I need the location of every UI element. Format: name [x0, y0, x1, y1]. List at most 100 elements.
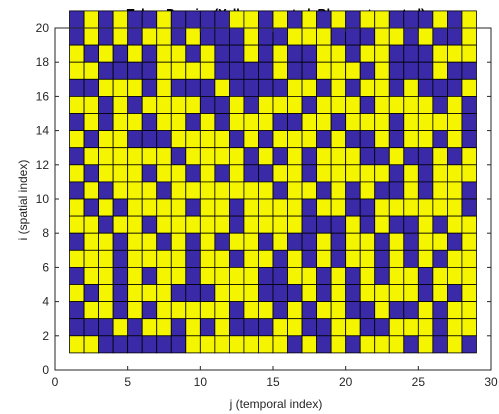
- cell-not-granted: [432, 130, 448, 149]
- cell-granted: [316, 249, 332, 268]
- cell-granted: [185, 301, 201, 320]
- cell-granted: [272, 232, 288, 251]
- cell-granted: [272, 130, 288, 149]
- y-tick-label: 12: [36, 158, 50, 172]
- cell-granted: [316, 164, 332, 183]
- cell-not-granted: [243, 78, 259, 97]
- cell-not-granted: [199, 27, 216, 46]
- cell-not-granted: [69, 147, 85, 166]
- cell-granted: [112, 113, 129, 132]
- cell-not-granted: [446, 147, 463, 166]
- cell-granted: [98, 130, 114, 149]
- cell-not-granted: [388, 113, 405, 132]
- cell-granted: [446, 96, 463, 114]
- y-axis-label: i (spatial index): [16, 160, 30, 241]
- y-tick-label: 4: [42, 295, 49, 309]
- cell-not-granted: [83, 198, 99, 217]
- cell-not-granted: [388, 164, 405, 183]
- cell-granted: [461, 164, 477, 183]
- cell-granted: [156, 61, 172, 80]
- cell-granted: [69, 249, 85, 268]
- cell-granted: [359, 266, 376, 285]
- cell-granted: [446, 249, 463, 268]
- cell-not-granted: [417, 266, 434, 285]
- cell-not-granted: [185, 266, 201, 285]
- x-tick-label: 20: [339, 375, 353, 389]
- cell-not-granted: [199, 78, 216, 97]
- cell-granted: [69, 335, 85, 354]
- cell-granted: [287, 96, 303, 114]
- cell-not-granted: [316, 78, 332, 97]
- cell-not-granted: [359, 198, 376, 217]
- cell-granted: [170, 301, 187, 320]
- cell-granted: [461, 232, 477, 251]
- cell-not-granted: [446, 232, 463, 251]
- cell-not-granted: [243, 318, 259, 337]
- cell-granted: [141, 27, 158, 46]
- y-tick-label: 10: [36, 192, 50, 206]
- cell-granted: [170, 249, 187, 268]
- cell-not-granted: [461, 130, 477, 149]
- cell-granted: [141, 198, 158, 217]
- cell-granted: [272, 335, 288, 354]
- cell-not-granted: [316, 215, 332, 234]
- cell-granted: [417, 27, 434, 46]
- cell-not-granted: [345, 301, 361, 320]
- cell-granted: [287, 249, 303, 268]
- cell-not-granted: [141, 61, 158, 80]
- cell-not-granted: [69, 27, 85, 46]
- cell-not-granted: [403, 215, 419, 234]
- cell-granted: [258, 215, 274, 234]
- cell-granted: [170, 266, 187, 285]
- cell-not-granted: [170, 147, 187, 166]
- cell-not-granted: [228, 318, 245, 337]
- cell-granted: [214, 284, 230, 303]
- cell-granted: [141, 96, 158, 114]
- cell-granted: [199, 249, 216, 268]
- cell-not-granted: [199, 318, 216, 337]
- x-tick-label: 5: [124, 375, 131, 389]
- cell-granted: [403, 96, 419, 114]
- cell-granted: [403, 130, 419, 149]
- cell-granted: [258, 301, 274, 320]
- cell-granted: [243, 301, 259, 320]
- cell-not-granted: [461, 113, 477, 132]
- cell-granted: [185, 215, 201, 234]
- cell-not-granted: [69, 232, 85, 251]
- cell-not-granted: [272, 249, 288, 268]
- cell-not-granted: [141, 130, 158, 149]
- cell-not-granted: [287, 335, 303, 354]
- cell-granted: [432, 198, 448, 217]
- cell-not-granted: [272, 113, 288, 132]
- cell-granted: [112, 27, 129, 46]
- cell-granted: [287, 318, 303, 337]
- cell-not-granted: [112, 61, 129, 80]
- cell-not-granted: [461, 335, 477, 354]
- y-tick-label: 0: [42, 363, 49, 377]
- cell-granted: [214, 78, 230, 97]
- cell-not-granted: [388, 130, 405, 149]
- cell-not-granted: [214, 164, 230, 183]
- cell-granted: [316, 61, 332, 80]
- cell-granted: [330, 44, 347, 63]
- cell-granted: [112, 318, 129, 337]
- cell-granted: [287, 27, 303, 46]
- cell-granted: [301, 10, 318, 29]
- cell-granted: [156, 164, 172, 183]
- cell-not-granted: [69, 181, 85, 200]
- cell-granted: [446, 113, 463, 132]
- cell-granted: [127, 181, 143, 200]
- cell-granted: [214, 335, 230, 354]
- cell-not-granted: [185, 10, 201, 29]
- cell-granted: [98, 232, 114, 251]
- cell-granted: [272, 61, 288, 80]
- x-tick-label: 15: [266, 375, 280, 389]
- cell-not-granted: [83, 318, 99, 337]
- cell-granted: [272, 10, 288, 29]
- cell-granted: [228, 10, 245, 29]
- cell-granted: [243, 335, 259, 354]
- cell-granted: [446, 198, 463, 217]
- cell-not-granted: [301, 198, 318, 217]
- cell-granted: [141, 284, 158, 303]
